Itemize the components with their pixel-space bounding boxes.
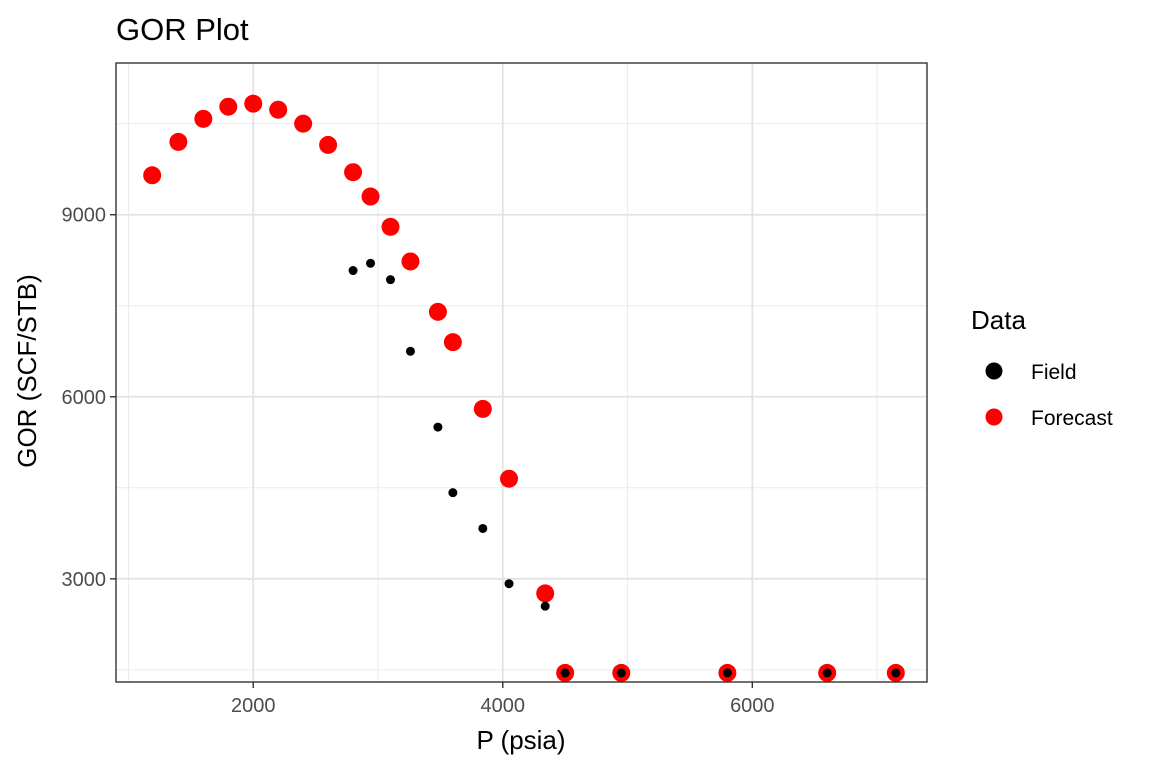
forecast-point: [536, 584, 555, 603]
field-point: [366, 258, 376, 268]
forecast-points: [143, 94, 905, 682]
field-point: [448, 488, 458, 498]
forecast-point: [194, 109, 213, 128]
grid-major: [116, 63, 927, 682]
field-point: [540, 601, 550, 611]
legend-key-field: [985, 362, 1003, 380]
y-tick-label: 6000: [62, 387, 107, 409]
field-point: [560, 668, 570, 678]
forecast-point: [361, 187, 380, 206]
forecast-point: [381, 217, 400, 236]
forecast-point: [244, 94, 263, 113]
x-axis-ticks: 2000 4000 6000: [231, 682, 775, 717]
y-axis-label: GOR (SCF/STB): [12, 274, 42, 468]
forecast-point: [473, 399, 492, 418]
legend-label-forecast: Forecast: [1031, 407, 1113, 430]
x-tick-label: 2000: [231, 695, 276, 717]
forecast-point: [344, 163, 363, 182]
field-point: [478, 523, 488, 533]
plot-panel: [115, 62, 928, 683]
y-axis-ticks: 3000 6000 9000: [62, 205, 116, 591]
field-point: [385, 275, 395, 285]
forecast-point: [401, 252, 420, 271]
field-point: [348, 266, 358, 276]
field-point: [822, 668, 832, 678]
x-axis-label: P (psia): [476, 725, 565, 755]
legend-key-forecast: [985, 408, 1003, 426]
field-point: [433, 422, 443, 432]
forecast-point: [428, 302, 447, 321]
panel-border: [115, 62, 928, 683]
forecast-point: [294, 114, 313, 133]
y-tick-label: 9000: [62, 205, 107, 227]
x-tick-label: 6000: [730, 695, 775, 717]
field-point: [405, 346, 415, 356]
panel-background: [116, 63, 927, 682]
legend: Data Field Forecast: [971, 305, 1113, 430]
field-point: [891, 668, 901, 678]
legend-title: Data: [971, 305, 1026, 335]
x-tick-label: 4000: [481, 695, 526, 717]
field-point: [722, 668, 732, 678]
forecast-point: [443, 333, 462, 352]
forecast-point: [269, 100, 288, 119]
grid-minor: [116, 63, 927, 682]
forecast-point: [219, 97, 238, 116]
field-points: [348, 258, 901, 678]
chart-title: GOR Plot: [116, 12, 249, 47]
legend-label-field: Field: [1031, 361, 1077, 384]
y-tick-label: 3000: [62, 569, 107, 591]
field-point: [616, 668, 626, 678]
forecast-point: [169, 132, 188, 151]
forecast-point: [500, 469, 519, 488]
forecast-point: [143, 166, 162, 185]
field-point: [504, 579, 514, 589]
forecast-point: [319, 135, 338, 154]
